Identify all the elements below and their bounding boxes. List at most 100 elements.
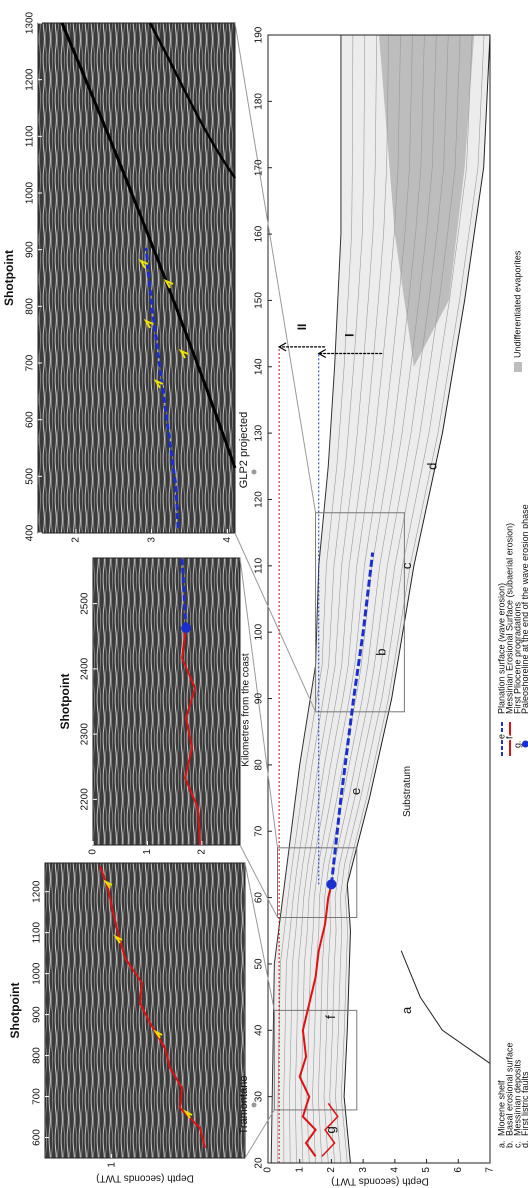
stratum bbox=[283, 34, 366, 1164]
legend-key: f bbox=[504, 736, 514, 739]
zoom-box bbox=[273, 1009, 358, 1111]
legend-key: e bbox=[496, 734, 506, 739]
x-tick-label: 1200 bbox=[25, 68, 36, 91]
x-tick-label: 1300 bbox=[25, 11, 36, 34]
place-dot bbox=[251, 1102, 257, 1108]
legend-symbol bbox=[514, 362, 522, 372]
x-tick-label: 1000 bbox=[25, 181, 36, 204]
planation-line bbox=[144, 247, 180, 529]
x-tick-label: 60 bbox=[254, 892, 265, 904]
unit-label: c bbox=[399, 562, 414, 569]
stratum bbox=[329, 34, 461, 1164]
connector bbox=[234, 532, 317, 713]
landscape-figure: Shotpoint6007008009001000110012001Depth … bbox=[2, 11, 528, 1186]
y-tick-label: 4 bbox=[389, 1167, 400, 1173]
progradation-line bbox=[321, 1102, 339, 1157]
place-label: GLP2 projected bbox=[238, 412, 250, 488]
erosion-line bbox=[180, 627, 201, 846]
connector bbox=[244, 1109, 275, 1159]
x-tick-label: 1100 bbox=[32, 921, 43, 943]
arrow-head bbox=[277, 342, 287, 352]
legend-key: g. bbox=[512, 740, 522, 748]
substratum-label: Substratum bbox=[402, 766, 413, 817]
x-tick-label: 900 bbox=[25, 241, 36, 258]
seismic-image bbox=[44, 862, 246, 1159]
y-tick-label: 1 bbox=[106, 1162, 117, 1168]
stratum bbox=[323, 34, 449, 1164]
x-tick-label: 900 bbox=[32, 1006, 43, 1023]
evaporites bbox=[379, 35, 475, 367]
x-tick-label: 600 bbox=[32, 1129, 43, 1146]
unit-label: b bbox=[374, 648, 389, 655]
y-tick-label: 0 bbox=[263, 1167, 274, 1173]
stratum bbox=[306, 34, 413, 1164]
progradation-mark bbox=[138, 258, 149, 269]
x-tick-label: 700 bbox=[25, 354, 36, 371]
panel-title: Shotpoint bbox=[8, 983, 22, 1039]
x-tick-label: 2500 bbox=[80, 592, 91, 615]
x-tick-label: 90 bbox=[254, 693, 265, 705]
x-tick-label: 190 bbox=[254, 26, 265, 43]
x-tick-label: 140 bbox=[254, 358, 265, 375]
x-tick-label: 1100 bbox=[25, 125, 36, 147]
y-tick-label: 4 bbox=[222, 537, 233, 543]
arrow-label: II bbox=[295, 324, 309, 331]
x-tick-label: 800 bbox=[32, 1047, 43, 1064]
legend-text: Paleoshoreline at the end of the wave er… bbox=[520, 504, 528, 714]
seismic-image bbox=[92, 557, 241, 846]
y-tick-label: 2 bbox=[197, 849, 208, 855]
x-tick-label: 100 bbox=[254, 623, 265, 640]
x-tick-label: 2200 bbox=[80, 788, 91, 811]
x-tick-label: 800 bbox=[25, 298, 36, 315]
progradation-mark bbox=[183, 1109, 193, 1119]
legend-text: First listric faults bbox=[520, 1071, 528, 1136]
legend-key: c. bbox=[512, 1141, 522, 1148]
x-tick-label: 600 bbox=[25, 411, 36, 428]
connector bbox=[239, 557, 279, 848]
x-tick-label: 130 bbox=[254, 424, 265, 441]
y-tick-label: 1 bbox=[142, 849, 153, 855]
x-tick-label: 20 bbox=[254, 1157, 265, 1169]
stratum bbox=[289, 34, 378, 1164]
panel-title: Shotpoint bbox=[58, 674, 72, 730]
legend-key: b. bbox=[504, 1140, 514, 1148]
zoom-box bbox=[315, 512, 405, 713]
arrow-label: I bbox=[343, 334, 357, 337]
y-tick-label: 2 bbox=[326, 1167, 337, 1173]
legend-text: First Pliocene progradations bbox=[512, 601, 522, 714]
fault bbox=[148, 22, 237, 179]
unit-label: f bbox=[323, 1015, 338, 1019]
legend-text: Messinian Erosional Surface (subaerial e… bbox=[504, 523, 514, 714]
x-tick-label: 400 bbox=[25, 524, 36, 541]
x-tick-label: 700 bbox=[32, 1088, 43, 1105]
x-tick-label: 160 bbox=[254, 225, 265, 242]
unit-label: a bbox=[399, 1006, 414, 1014]
x-tick-label: 2300 bbox=[80, 723, 91, 746]
stratum bbox=[335, 34, 473, 1164]
y-tick-label: 3 bbox=[358, 1167, 369, 1173]
x-tick-label: 80 bbox=[254, 759, 265, 771]
planation-line bbox=[180, 557, 188, 629]
stratum bbox=[317, 34, 437, 1164]
connector bbox=[239, 844, 278, 918]
unit-label: d bbox=[424, 463, 439, 470]
seafloor bbox=[270, 35, 342, 1164]
erosion-line bbox=[99, 865, 206, 1149]
x-tick-label: 1200 bbox=[32, 880, 43, 903]
legend-text: Miocene shelf bbox=[496, 1080, 506, 1136]
connector bbox=[244, 862, 275, 1011]
progradation-mark bbox=[153, 378, 164, 389]
progradation-mark bbox=[163, 278, 174, 289]
erosion-line bbox=[298, 884, 333, 1157]
fault bbox=[60, 22, 237, 469]
x-tick-label: 110 bbox=[254, 557, 265, 573]
progradation-mark bbox=[103, 879, 113, 889]
y-axis-label: Depth (seconds TWT) bbox=[96, 1172, 194, 1183]
y-tick-label: 7 bbox=[485, 1167, 496, 1173]
x-tick-label: 40 bbox=[254, 1024, 265, 1036]
place-label: Tramontane bbox=[238, 1076, 250, 1135]
x-tick-label: 30 bbox=[254, 1091, 265, 1103]
connector bbox=[234, 22, 317, 513]
y-tick-label: 2 bbox=[71, 537, 82, 543]
legend-text: Basal erosional surface bbox=[504, 1042, 514, 1136]
